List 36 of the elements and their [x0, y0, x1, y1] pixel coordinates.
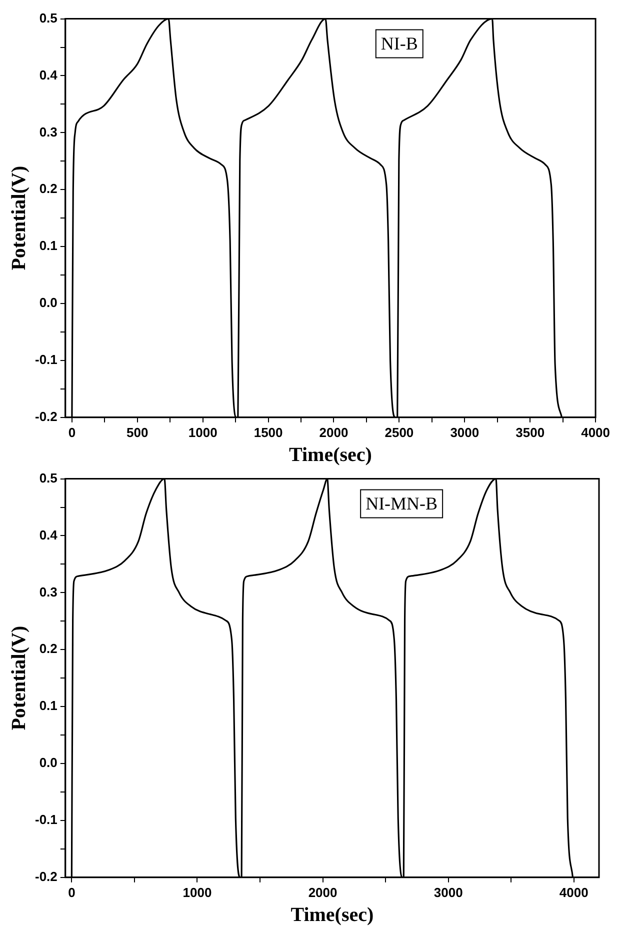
x-tick-label: 0 — [68, 884, 76, 900]
y-tick-label: 0.1 — [39, 238, 58, 254]
y-tick-label: 0.2 — [39, 181, 58, 196]
x-tick-label: 4000 — [581, 424, 610, 440]
y-tick-label: 0.4 — [39, 527, 58, 542]
x-tick-label: 0 — [68, 424, 76, 440]
x-tick-label: 3000 — [450, 424, 480, 440]
y-tick-label: 0.0 — [39, 295, 58, 310]
y-tick-label: 0.0 — [39, 755, 58, 770]
x-axis-title: Time(sec) — [290, 904, 374, 926]
y-tick-label: 0.5 — [39, 470, 58, 486]
y-tick-label: 0.5 — [39, 10, 58, 26]
x-tick-label: 1500 — [254, 424, 283, 440]
y-tick-label: 0.2 — [39, 641, 58, 656]
x-tick-label: 3500 — [516, 424, 545, 440]
y-tick-label: 0.3 — [39, 124, 58, 140]
y-tick-label: -0.1 — [34, 812, 58, 828]
x-tick-label: 3000 — [434, 884, 463, 900]
x-tick-label: 2000 — [319, 424, 348, 440]
y-axis-title: Potential(V) — [8, 166, 30, 270]
y-tick-label: -0.2 — [34, 408, 58, 424]
annotation: NI-B — [380, 34, 418, 54]
x-tick-label: 2000 — [308, 884, 338, 900]
y-tick-label: -0.1 — [34, 352, 58, 368]
y-tick-label: 0.3 — [39, 584, 58, 600]
y-tick-label: -0.2 — [34, 868, 58, 884]
y-axis-title: Potential(V) — [8, 626, 30, 730]
annotation: NI-MN-B — [366, 494, 438, 514]
y-tick-label: 0.4 — [39, 67, 58, 82]
x-tick-label: 4000 — [559, 884, 588, 900]
x-tick-label: 1000 — [188, 424, 218, 440]
x-axis-title: Time(sec) — [289, 444, 372, 466]
x-tick-label: 1000 — [182, 884, 212, 900]
x-tick-label: 2500 — [384, 424, 414, 440]
x-tick-label: 500 — [126, 424, 148, 440]
y-tick-label: 0.1 — [39, 698, 58, 714]
